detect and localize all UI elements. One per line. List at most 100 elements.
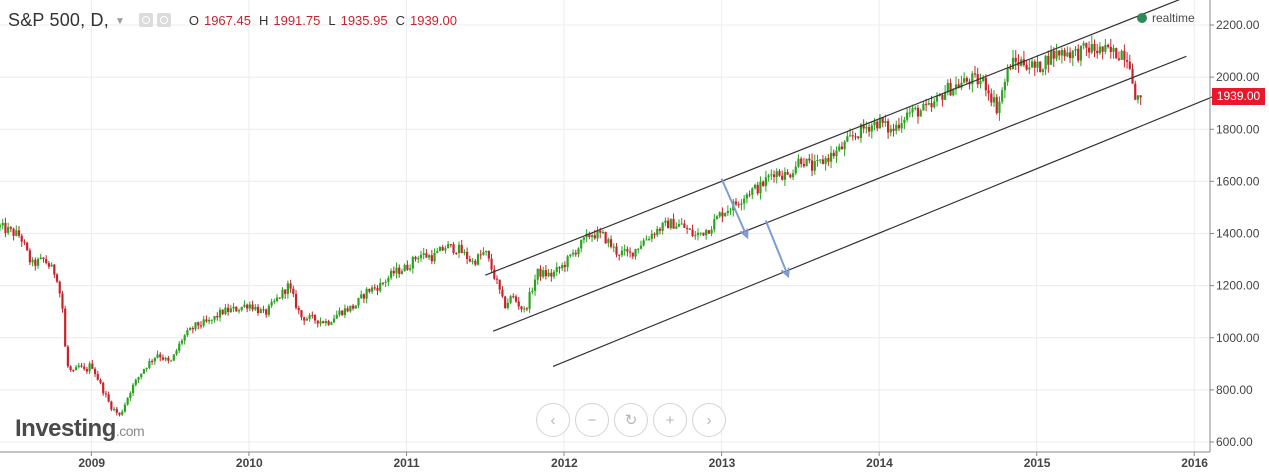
chevron-right-icon: › bbox=[706, 411, 712, 429]
candle-body bbox=[425, 253, 428, 258]
candle-body bbox=[1063, 50, 1066, 57]
candle-body bbox=[324, 321, 328, 324]
candle-body bbox=[346, 308, 349, 312]
candle-body bbox=[28, 250, 31, 263]
candle-body bbox=[609, 239, 613, 247]
candle-body bbox=[604, 231, 607, 244]
candle-body bbox=[680, 223, 683, 225]
candle-body bbox=[1085, 43, 1088, 48]
candle-body bbox=[637, 248, 640, 250]
candle-body bbox=[748, 194, 751, 196]
candle-body bbox=[175, 350, 178, 355]
reset-button[interactable]: ↻ bbox=[614, 403, 648, 437]
scroll-left-button[interactable]: ‹ bbox=[536, 403, 570, 437]
y-tick-label: 1800.00 bbox=[1216, 122, 1260, 136]
candle-body bbox=[517, 301, 520, 307]
candle-body bbox=[433, 252, 436, 262]
candle-body bbox=[971, 73, 974, 85]
candle-body bbox=[313, 315, 317, 321]
status-dot-icon bbox=[1137, 13, 1147, 23]
candle-body bbox=[1003, 82, 1006, 91]
channel-trendline[interactable] bbox=[492, 55, 1187, 332]
candle-body bbox=[688, 228, 691, 230]
candle-body bbox=[658, 228, 662, 231]
candle-body bbox=[232, 306, 235, 309]
candle-body bbox=[311, 315, 314, 317]
candle-body bbox=[66, 346, 69, 367]
candle-body bbox=[403, 264, 406, 272]
candle-body bbox=[566, 256, 569, 268]
candle-body bbox=[172, 354, 175, 361]
gear-icon[interactable] bbox=[156, 13, 171, 27]
candle-body bbox=[762, 181, 765, 186]
candle-body bbox=[422, 253, 425, 255]
candle-body bbox=[599, 230, 602, 233]
annotation-arrow[interactable] bbox=[764, 220, 788, 275]
zoom-in-button[interactable]: + bbox=[653, 403, 687, 437]
candle-body bbox=[197, 322, 200, 326]
candle-body bbox=[381, 282, 385, 284]
candle-body bbox=[227, 307, 230, 313]
candle-body bbox=[984, 77, 987, 91]
candle-body bbox=[292, 288, 295, 294]
candle-body bbox=[979, 80, 982, 85]
scroll-right-button[interactable]: › bbox=[692, 403, 726, 437]
candle-body bbox=[506, 302, 509, 308]
candle-body bbox=[1101, 46, 1104, 52]
candle-body bbox=[17, 230, 21, 236]
candle-body bbox=[137, 377, 140, 380]
candle-body bbox=[963, 78, 966, 83]
candle-body bbox=[12, 228, 15, 236]
eye-icon[interactable] bbox=[138, 13, 153, 27]
candle-body bbox=[1033, 61, 1036, 68]
candle-body bbox=[737, 204, 740, 206]
candle-body bbox=[145, 367, 148, 370]
candle-body bbox=[691, 229, 694, 236]
candle-body bbox=[620, 250, 624, 256]
chevron-down-icon[interactable]: ▼ bbox=[114, 15, 125, 27]
candle-body bbox=[69, 366, 72, 371]
channel-trendline[interactable] bbox=[552, 90, 1226, 367]
candle-body bbox=[705, 230, 708, 236]
candle-body bbox=[821, 159, 825, 164]
candle-body bbox=[1087, 47, 1091, 53]
candle-body bbox=[338, 310, 341, 315]
candle-body bbox=[36, 258, 40, 266]
candle-body bbox=[487, 251, 490, 259]
candle-body bbox=[1030, 61, 1034, 68]
candle-body bbox=[96, 373, 99, 380]
candle-body bbox=[550, 272, 553, 277]
candle-body bbox=[596, 230, 599, 239]
candle-body bbox=[115, 408, 118, 413]
candle-body bbox=[281, 289, 284, 299]
candle-body bbox=[441, 247, 444, 251]
candle-body bbox=[677, 224, 681, 227]
candle-body bbox=[45, 258, 48, 264]
candle-body bbox=[626, 249, 629, 252]
candle-body bbox=[593, 235, 596, 239]
channel-trendline[interactable] bbox=[485, 0, 1194, 276]
candle-body bbox=[161, 357, 165, 360]
candle-body bbox=[683, 223, 686, 228]
annotation-arrow[interactable] bbox=[720, 178, 747, 236]
candle-body bbox=[142, 369, 146, 374]
candle-body bbox=[384, 281, 387, 283]
candle-body bbox=[1098, 46, 1102, 54]
chart-header: S&P 500, D, ▼ O 1967.45 H 1991.75 L 1935… bbox=[8, 6, 465, 34]
candle-body bbox=[471, 260, 474, 262]
candle-body bbox=[455, 252, 458, 254]
candle-body bbox=[351, 305, 355, 309]
candle-body bbox=[952, 88, 955, 96]
candle-body bbox=[428, 255, 431, 258]
candle-body bbox=[131, 384, 135, 394]
candle-body bbox=[449, 244, 452, 246]
zoom-out-button[interactable]: − bbox=[575, 403, 609, 437]
high-label: H bbox=[258, 12, 269, 28]
candle-body bbox=[1011, 57, 1015, 70]
open-value: 1967.45 bbox=[203, 12, 251, 28]
x-tick-label: 2014 bbox=[866, 456, 893, 470]
candle-body bbox=[447, 244, 450, 249]
candle-body bbox=[191, 328, 194, 330]
symbol-title[interactable]: S&P 500, D, bbox=[8, 9, 109, 30]
